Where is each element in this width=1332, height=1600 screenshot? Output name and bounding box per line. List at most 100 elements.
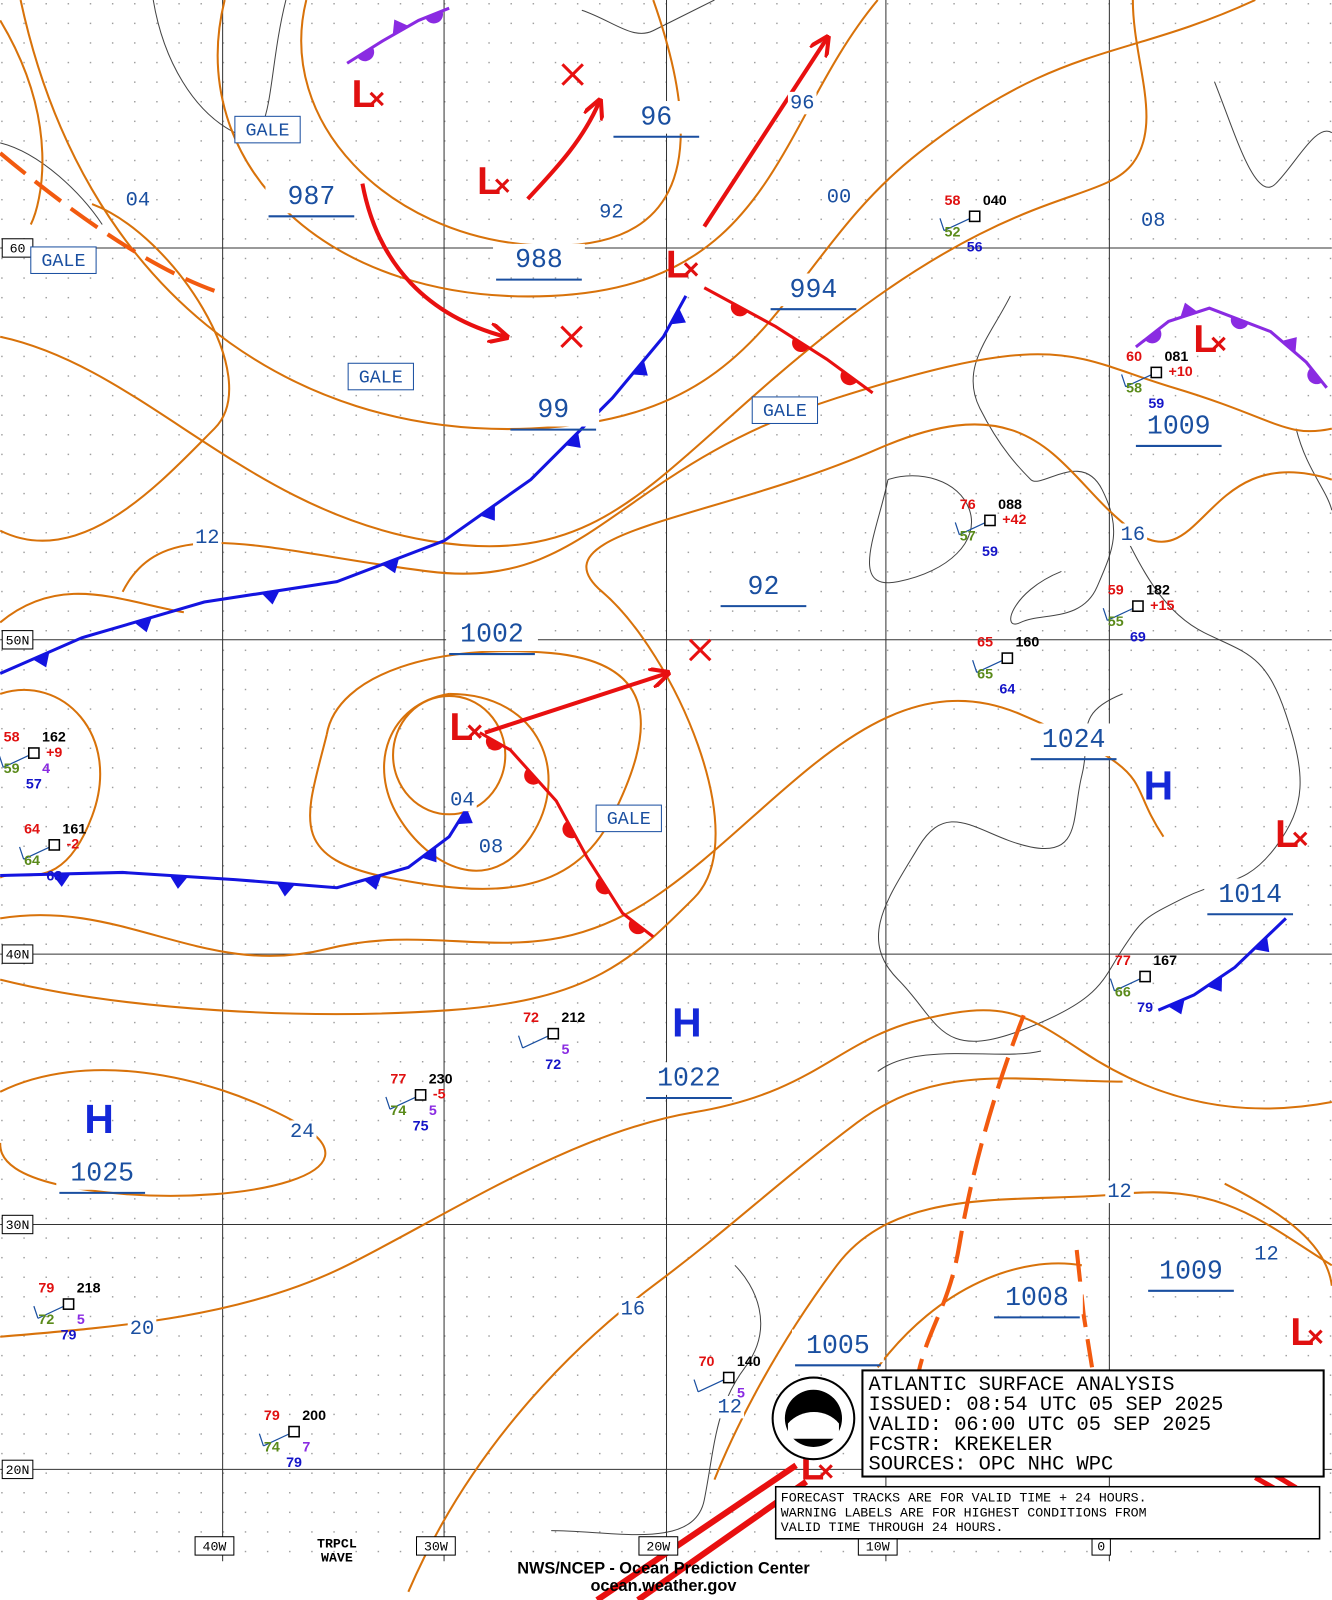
cold-front-symbol: [1206, 975, 1223, 992]
warm-front-symbol: [730, 302, 749, 317]
isobar-label: 12: [718, 1397, 742, 1420]
station-temperature: 58: [4, 730, 20, 746]
longitude-label-box: [415, 1536, 456, 1556]
station-marker: [968, 210, 981, 223]
pressure-label-bg: [717, 570, 810, 604]
station-wave: 64: [999, 682, 1015, 698]
high-center: H: [672, 999, 701, 1045]
isobar: [0, 203, 231, 624]
station-dewpoint: 72: [38, 1312, 54, 1328]
warm-front-symbol: [357, 47, 375, 62]
station-dewpoint: 66: [1115, 985, 1131, 1001]
isobar-label-bg: [448, 788, 477, 812]
station-wave: 57: [26, 776, 42, 792]
cold-front-symbol: [261, 590, 280, 605]
warm-front-symbol: [524, 768, 540, 785]
pressure-label: 96: [640, 102, 672, 132]
x-marker: [688, 638, 712, 662]
graticule: [0, 0, 1332, 1562]
pressure-label: 1002: [460, 620, 524, 650]
isobar-label-bg: [1252, 1242, 1281, 1266]
warm-front-symbol: [840, 370, 858, 386]
isobar-label-bg: [193, 526, 222, 549]
pressure-label: 1014: [1218, 880, 1282, 910]
wind-barb: [939, 218, 945, 231]
station-pressure: 182: [1146, 583, 1170, 599]
isobar: [392, 694, 507, 816]
title-box: [861, 1369, 1325, 1478]
isobar-label-bg: [1105, 1180, 1134, 1204]
longitude-label: 40W: [203, 1539, 227, 1554]
isobar-label: 08: [1141, 210, 1165, 233]
isobar: [407, 1077, 1123, 1593]
cold-front-symbol: [52, 873, 71, 887]
title-line: ATLANTIC SURFACE ANALYSIS: [869, 1374, 1175, 1397]
station-tendency: +10: [1169, 364, 1193, 380]
station-period: 4: [42, 761, 50, 777]
low-center: L: [1193, 318, 1217, 361]
coastline: [868, 475, 972, 584]
pressure-label: 99: [537, 395, 569, 425]
pressure-label-bg: [991, 1281, 1083, 1315]
track-arrow: [702, 39, 826, 228]
latitude-label: 50N: [6, 633, 30, 648]
cold-front-symbol: [421, 846, 437, 863]
longitude-label-box: [194, 1536, 235, 1556]
longitude-label: 20W: [646, 1539, 670, 1554]
low-center: L: [666, 244, 690, 287]
station-wave: 79: [1137, 1000, 1153, 1016]
low-x: [1211, 336, 1226, 352]
station-dewpoint: 74: [390, 1103, 406, 1119]
pressure-label-bg: [1204, 878, 1297, 912]
station-pressure: 160: [1015, 635, 1039, 651]
cold-front-symbol: [1253, 936, 1270, 953]
station-marker: [984, 514, 996, 527]
wind-barb: [1121, 374, 1127, 387]
station-marker: [547, 1027, 560, 1040]
trough: [1074, 1249, 1095, 1368]
isobar-label: 16: [621, 1299, 645, 1322]
longitude-label: 10W: [866, 1539, 890, 1554]
pressure-label-bg: [1145, 1255, 1237, 1288]
cold-front-symbol: [381, 557, 400, 574]
cold-front-symbol: [392, 19, 409, 36]
low-center: L: [1275, 813, 1299, 856]
station-pressure: 200: [302, 1408, 326, 1424]
cold-front-symbol: [670, 308, 686, 325]
warm-front-symbol: [425, 10, 444, 24]
station-temperature: 59: [1108, 583, 1124, 599]
high-center: H: [1144, 763, 1173, 809]
low-center: L: [450, 706, 474, 749]
cold-front-symbol: [457, 808, 473, 825]
warning-box: [234, 115, 301, 144]
warning-label: GALE: [607, 809, 651, 830]
pressure-label: 987: [288, 182, 336, 212]
pressure-label: 92: [748, 572, 780, 602]
isobar-label: 04: [126, 189, 150, 212]
pressure-label-bg: [1132, 410, 1225, 443]
wind-barb: [385, 1096, 391, 1110]
pressure-label: 1009: [1147, 412, 1211, 442]
station-tendency: +42: [1002, 512, 1026, 528]
station-dewpoint: 52: [945, 224, 961, 240]
coastline: [551, 1050, 1042, 1536]
station-dewpoint: 57: [960, 529, 976, 545]
isobar: [383, 692, 550, 872]
warm-front-symbol: [1307, 367, 1323, 385]
isobar-label-bg: [476, 835, 506, 859]
station-wave: 79: [286, 1455, 302, 1471]
troughs: [0, 151, 1095, 1373]
isobar-label: 16: [1121, 524, 1145, 547]
trough: [0, 151, 216, 293]
station-period: 7: [302, 1440, 310, 1456]
x-markers: [560, 63, 712, 662]
station-wave: 59: [1148, 396, 1164, 412]
wind-barb: [693, 1379, 699, 1393]
station-marker: [62, 1298, 75, 1310]
pressure-label-bg: [446, 618, 538, 652]
cold-front-symbol: [1281, 337, 1297, 353]
station-period: 5: [562, 1042, 570, 1058]
low-x: [818, 1464, 833, 1479]
cold-front-symbol: [1180, 302, 1198, 318]
